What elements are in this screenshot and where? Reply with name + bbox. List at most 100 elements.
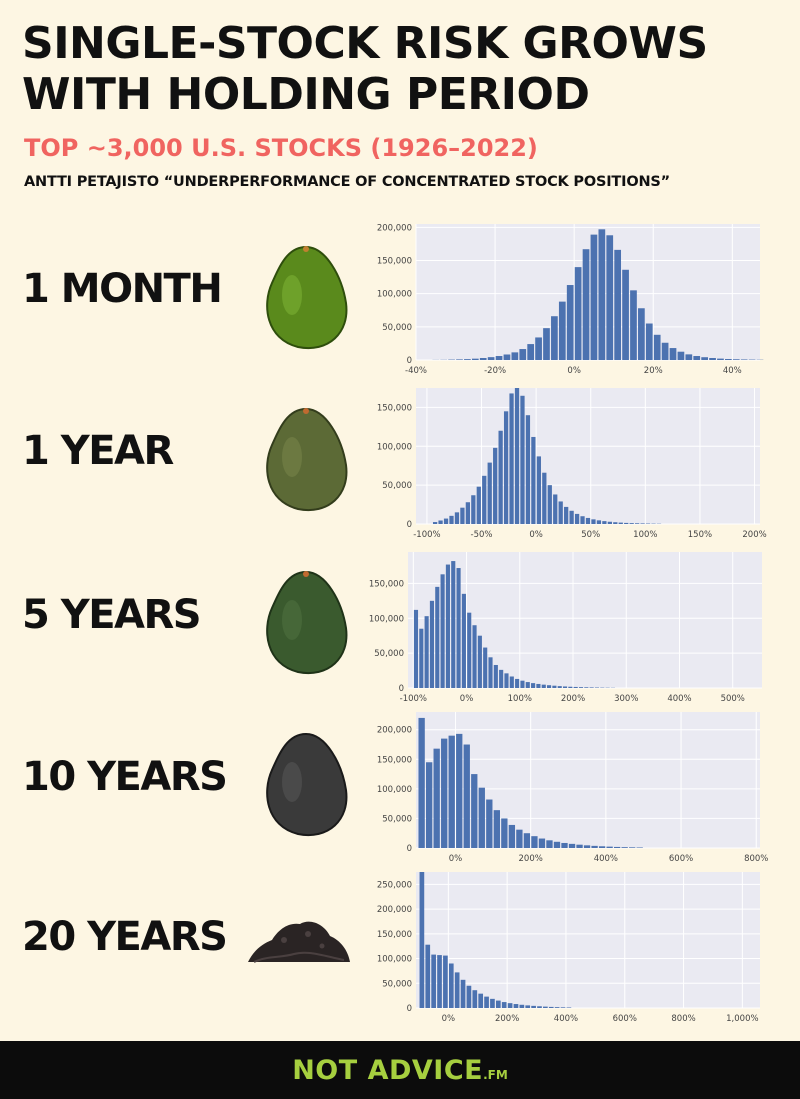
histogram-bar <box>531 836 538 848</box>
histogram-bar <box>486 799 493 848</box>
histogram-bar <box>424 616 429 688</box>
histogram-bar <box>547 485 552 524</box>
histogram-bar <box>438 520 443 524</box>
x-tick-label: 200% <box>495 1014 519 1024</box>
histogram-bar <box>701 357 708 360</box>
histogram-bar <box>606 846 613 848</box>
histogram-bar <box>574 267 582 360</box>
histogram-bar <box>607 521 612 524</box>
title-line-1: SINGLE-STOCK RISK GROWS <box>22 18 708 69</box>
histogram-bar <box>431 954 436 1008</box>
histogram-bar <box>531 436 536 524</box>
histogram-bar <box>478 787 485 848</box>
histogram-bar <box>622 269 629 360</box>
histogram-bar <box>548 1006 554 1008</box>
olive-avocado-icon <box>266 407 348 512</box>
row-label-20-years: 20 YEARS <box>22 914 228 960</box>
histogram-bar <box>419 872 425 1008</box>
histogram-bar <box>487 357 495 360</box>
y-tick-label: 200,000 <box>377 223 412 233</box>
histogram-bar <box>515 678 520 688</box>
histogram-bar <box>558 301 566 360</box>
histogram-bar <box>493 664 498 688</box>
histogram-10-years: 0 50,000 100,000 150,000 200,000 0% 200% 400% 60… <box>377 712 768 864</box>
not-advice-logo[interactable]: NOT ADVICE.FM <box>0 1055 800 1086</box>
histogram-bar <box>645 323 653 360</box>
histogram-bar <box>543 328 550 360</box>
histogram-bar <box>693 356 701 360</box>
histogram-bar <box>471 774 478 848</box>
histogram-bar <box>525 682 530 688</box>
histogram-bar <box>514 388 520 524</box>
y-tick-label: 0 <box>407 844 412 854</box>
histogram-bar <box>488 657 493 688</box>
histogram-bar <box>484 996 489 1008</box>
y-tick-label: 50,000 <box>374 649 404 659</box>
y-tick-label: 250,000 <box>377 880 412 890</box>
x-tick-label: 1,000% <box>726 1014 758 1024</box>
histogram-bar <box>490 998 495 1008</box>
histogram-bar <box>606 235 614 360</box>
histogram-bar <box>717 358 724 360</box>
row-label-5-years: 5 YEARS <box>22 592 202 638</box>
y-tick-label: 0 <box>407 356 412 366</box>
histogram-bar <box>493 810 500 848</box>
x-tick-label: 200% <box>519 854 543 864</box>
y-tick-label: 150,000 <box>377 930 412 940</box>
histogram-bar <box>471 495 476 524</box>
histogram-bar <box>433 748 440 848</box>
histogram-bar <box>602 521 607 524</box>
histogram-5-years: 0 50,000 100,000 150,000 -100% 0% 100% 200% 300%… <box>369 552 762 704</box>
histogram-bar <box>435 586 440 688</box>
histogram-bar <box>613 522 618 524</box>
histogram-bar <box>441 738 448 848</box>
histogram-bar <box>425 762 433 848</box>
histogram-bar <box>574 513 580 524</box>
histogram-bar <box>614 249 622 360</box>
histogram-bar <box>621 847 628 848</box>
histogram-bar <box>589 687 594 688</box>
histogram-bar <box>418 717 425 848</box>
histogram-bar <box>456 733 463 848</box>
histogram-bar <box>740 359 748 360</box>
histogram-bar <box>551 316 558 360</box>
histogram-bar <box>669 348 677 360</box>
x-tick-label: 400% <box>667 694 691 704</box>
histogram-bar <box>419 628 424 688</box>
x-tick-label: -40% <box>405 366 427 376</box>
histogram-bar <box>554 1007 560 1008</box>
histogram-bar <box>552 685 557 688</box>
y-tick-label: 50,000 <box>382 481 412 491</box>
histogram-bar <box>596 520 602 524</box>
y-tick-label: 100,000 <box>377 290 412 300</box>
histogram-bar <box>504 673 509 688</box>
histogram-bar <box>463 744 470 848</box>
x-tick-label: 200% <box>561 694 585 704</box>
x-tick-label: 300% <box>614 694 638 704</box>
histogram-bar <box>562 686 568 688</box>
x-tick-label: 150% <box>688 530 712 540</box>
histogram-bar <box>525 415 531 524</box>
histogram-bar <box>629 847 636 848</box>
histogram-bar <box>432 522 438 524</box>
histogram-bar <box>584 687 589 688</box>
histogram-bar <box>482 475 487 524</box>
histogram-bar <box>449 515 454 524</box>
logo-suffix-text: .FM <box>483 1068 508 1082</box>
histogram-bar <box>461 593 466 688</box>
source-citation: ANTTI PETAJISTO “UNDERPERFORMANCE OF CON… <box>24 174 670 190</box>
histogram-bar <box>538 838 546 848</box>
histogram-bar <box>635 523 640 524</box>
histogram-bar <box>465 502 471 524</box>
y-tick-label: 200,000 <box>377 905 412 915</box>
histogram-bar <box>531 683 536 688</box>
y-tick-label: 200,000 <box>377 726 412 736</box>
histogram-bar <box>498 430 503 524</box>
x-tick-label: 40% <box>723 366 742 376</box>
histogram-bar <box>487 462 492 524</box>
y-tick-label: 50,000 <box>382 323 412 333</box>
histogram-bar <box>709 358 716 360</box>
histogram-bar <box>537 1006 542 1008</box>
histogram-bar <box>503 411 509 524</box>
x-tick-label: 800% <box>744 854 768 864</box>
